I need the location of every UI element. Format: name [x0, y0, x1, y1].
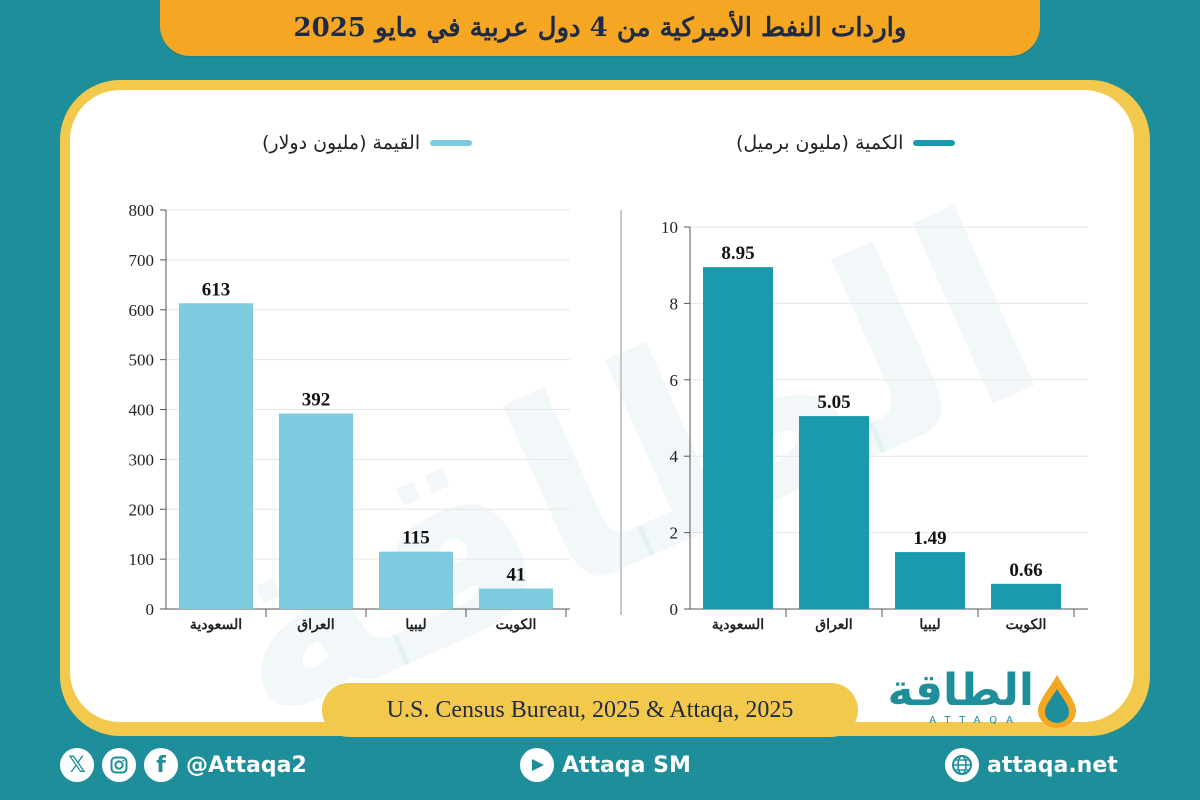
value-y-tick-label: 500 — [129, 351, 155, 370]
value-bar — [479, 588, 553, 609]
attaqa-logo: الطاقة ATTAQA — [880, 665, 1080, 735]
value-bar — [179, 303, 253, 609]
legend-quantity-swatch — [913, 140, 956, 146]
quantity-y-tick-label: 6 — [670, 371, 679, 390]
value-y-tick-label: 0 — [146, 600, 155, 619]
quantity-data-label: 0.66 — [1009, 560, 1042, 581]
quantity-data-label: 1.49 — [913, 528, 946, 549]
globe-icon[interactable] — [945, 748, 979, 782]
value-y-tick-label: 800 — [129, 201, 155, 220]
legend-value: القيمة (مليون دولار) — [262, 132, 473, 154]
quantity-bar — [799, 416, 869, 609]
quantity-y-tick-label: 8 — [670, 294, 679, 313]
quantity-data-label: 5.05 — [817, 392, 850, 413]
logo-arabic: الطاقة — [887, 665, 1034, 716]
quantity-y-tick-label: 10 — [661, 218, 678, 237]
value-data-label: 392 — [302, 389, 331, 410]
quantity-bar — [703, 267, 773, 609]
value-y-tick-label: 700 — [129, 251, 155, 270]
quantity-data-label: 8.95 — [721, 243, 754, 264]
value-y-tick-label: 400 — [129, 401, 155, 420]
value-y-tick-label: 300 — [129, 450, 155, 469]
value-chart: 0 100 200 300 400 500 600 700 800 613 السعودية 392 ا… — [129, 201, 570, 633]
value-y-tick-label: 200 — [129, 500, 155, 519]
social-handle[interactable]: @Attaqa2 — [186, 752, 307, 778]
page-title: واردات النفط الأميركية من 4 دول عربية في… — [293, 13, 907, 43]
value-category-label: ليبيا — [405, 618, 426, 633]
quantity-bar — [895, 552, 965, 609]
youtube-channel[interactable]: Attaqa SM — [562, 752, 691, 778]
title-bar: واردات النفط الأميركية من 4 دول عربية في… — [160, 0, 1040, 56]
website-link[interactable]: attaqa.net — [987, 752, 1118, 778]
x-icon[interactable]: 𝕏 — [60, 748, 94, 782]
legend-quantity: الكمية (مليون برميل) — [736, 132, 956, 154]
value-bar — [279, 413, 353, 609]
value-data-label: 613 — [202, 279, 231, 300]
quantity-y-tick-label: 0 — [670, 600, 679, 619]
logo-english: ATTAQA — [929, 715, 1022, 726]
footer-social: 𝕏 f @Attaqa2 — [60, 740, 307, 790]
value-category-label: السعودية — [190, 618, 242, 633]
quantity-category-label: ليبيا — [919, 618, 940, 633]
value-data-label: 115 — [402, 528, 429, 549]
quantity-y-tick-label: 4 — [670, 447, 679, 466]
legend-value-label: القيمة (مليون دولار) — [262, 132, 421, 154]
instagram-icon[interactable] — [102, 748, 136, 782]
value-y-tick-label: 600 — [129, 301, 155, 320]
quantity-category-label: السعودية — [712, 618, 764, 633]
footer-website: attaqa.net — [945, 740, 1118, 790]
source-text: U.S. Census Bureau, 2025 & Attaqa, 2025 — [386, 696, 794, 723]
footer-youtube: Attaqa SM — [520, 740, 691, 790]
value-data-label: 41 — [507, 565, 526, 586]
legend-quantity-label: الكمية (مليون برميل) — [736, 132, 904, 154]
value-bar — [379, 551, 453, 609]
youtube-icon[interactable] — [520, 748, 554, 782]
quantity-y-tick-label: 2 — [670, 524, 679, 543]
quantity-category-label: الكويت — [1006, 617, 1047, 633]
value-category-label: الكويت — [496, 617, 537, 633]
drop-icon — [1038, 675, 1076, 728]
facebook-icon[interactable]: f — [144, 748, 178, 782]
value-category-label: العراق — [297, 618, 334, 633]
chart-divider — [620, 210, 622, 615]
quantity-bar — [991, 583, 1061, 609]
quantity-category-label: العراق — [815, 618, 852, 633]
value-y-tick-label: 100 — [129, 550, 155, 569]
legend-value-swatch — [430, 140, 473, 146]
quantity-chart: 0 2 4 6 8 10 8.95 السعودية 5.05 العراق 1.49 ليبيا 0.… — [661, 218, 1088, 633]
source-badge: U.S. Census Bureau, 2025 & Attaqa, 2025 — [322, 683, 858, 737]
